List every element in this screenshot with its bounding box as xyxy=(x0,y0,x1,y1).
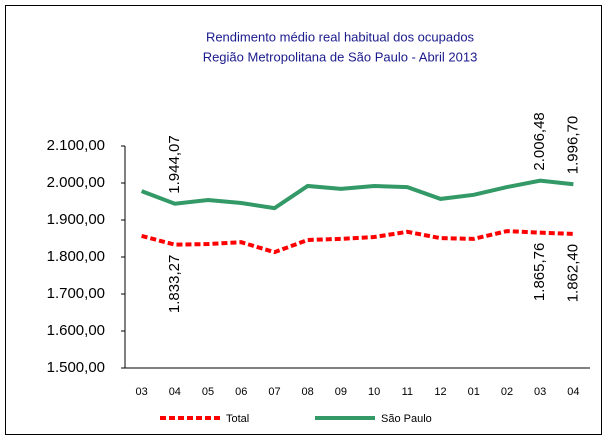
x-tick-label: 01 xyxy=(468,386,480,398)
data-label: 1.996,70 xyxy=(564,116,581,174)
x-tick-label: 08 xyxy=(302,386,314,398)
x-tick-label: 03 xyxy=(534,386,546,398)
x-tick-label: 06 xyxy=(235,386,247,398)
series-line xyxy=(140,178,574,211)
series-line xyxy=(141,229,574,255)
chart-frame xyxy=(5,5,602,435)
data-label: 1.865,76 xyxy=(531,243,548,301)
x-tick-label: 03 xyxy=(135,386,147,398)
chart-title: Rendimento médio real habitual dos ocupa… xyxy=(206,29,475,44)
x-tick-label: 07 xyxy=(268,386,280,398)
chart-subtitle: Região Metropolitana de São Paulo - Abri… xyxy=(203,49,478,64)
x-tick-label: 10 xyxy=(368,386,380,398)
data-label: 1.862,40 xyxy=(564,244,581,302)
x-tick-label: 02 xyxy=(501,386,513,398)
y-tick-label: 2.100,00 xyxy=(47,137,105,154)
y-tick-label: 1.800,00 xyxy=(47,248,105,265)
y-tick-label: 1.900,00 xyxy=(47,211,105,228)
data-label: 1.833,27 xyxy=(166,255,183,313)
legend-label: São Paulo xyxy=(381,413,432,425)
x-tick-label: 04 xyxy=(567,386,579,398)
x-tick-label: 04 xyxy=(169,386,181,398)
x-tick-label: 05 xyxy=(202,386,214,398)
data-label: 1.944,07 xyxy=(166,135,183,193)
data-label: 2.006,48 xyxy=(531,112,548,170)
y-tick-label: 1.600,00 xyxy=(47,322,105,339)
legend-label: Total xyxy=(226,413,249,425)
x-tick-label: 11 xyxy=(402,386,413,398)
y-tick-label: 2.000,00 xyxy=(47,174,105,191)
x-tick-label: 12 xyxy=(434,386,446,398)
x-tick-label: 09 xyxy=(335,386,347,398)
y-tick-label: 1.500,00 xyxy=(47,359,105,376)
y-tick-label: 1.700,00 xyxy=(47,285,105,302)
